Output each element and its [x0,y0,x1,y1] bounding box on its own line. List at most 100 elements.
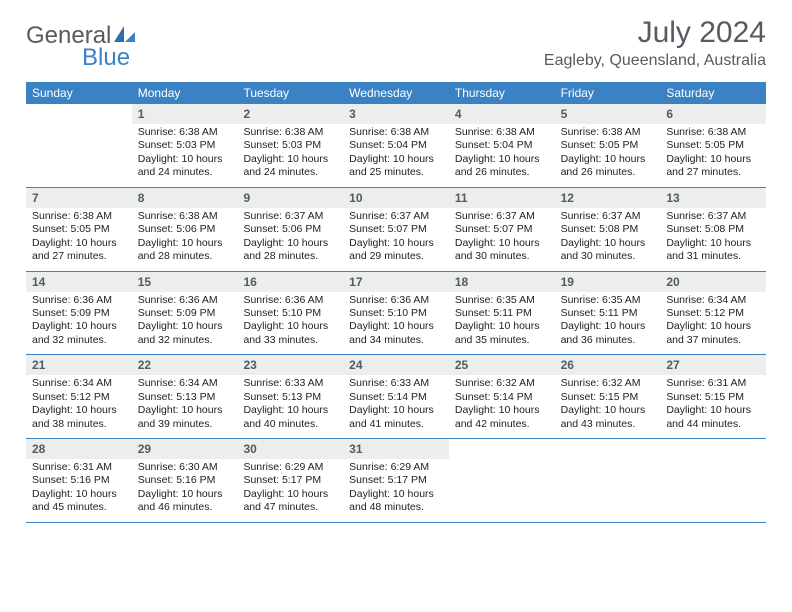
day-cell: 31Sunrise: 6:29 AMSunset: 5:17 PMDayligh… [343,439,449,522]
day-number: 16 [237,272,343,292]
day-number [555,439,661,458]
day-number: 2 [237,104,343,124]
day-details: Sunrise: 6:36 AMSunset: 5:09 PMDaylight:… [26,292,132,355]
day-cell: 15Sunrise: 6:36 AMSunset: 5:09 PMDayligh… [132,272,238,355]
sunset-line: Sunset: 5:12 PM [666,307,760,320]
sunrise-line: Sunrise: 6:36 AM [32,294,126,307]
daylight-line: Daylight: 10 hours and 34 minutes. [349,320,443,347]
day-cell: 28Sunrise: 6:31 AMSunset: 5:16 PMDayligh… [26,439,132,522]
weekday-header-row: Sunday Monday Tuesday Wednesday Thursday… [26,82,766,104]
day-details: Sunrise: 6:33 AMSunset: 5:14 PMDaylight:… [343,375,449,438]
sunset-line: Sunset: 5:04 PM [455,139,549,152]
weekday-header: Wednesday [343,82,449,104]
weekday-header: Monday [132,82,238,104]
sunrise-line: Sunrise: 6:33 AM [243,377,337,390]
sunrise-line: Sunrise: 6:34 AM [666,294,760,307]
day-details: Sunrise: 6:35 AMSunset: 5:11 PMDaylight:… [449,292,555,355]
daylight-line: Daylight: 10 hours and 28 minutes. [243,237,337,264]
day-number: 7 [26,188,132,208]
sunrise-line: Sunrise: 6:35 AM [561,294,655,307]
sunset-line: Sunset: 5:17 PM [349,474,443,487]
day-number: 4 [449,104,555,124]
calendar-page: GeneralBlue July 2024 Eagleby, Queenslan… [0,0,792,612]
day-number: 30 [237,439,343,459]
sunset-line: Sunset: 5:11 PM [561,307,655,320]
day-cell: 19Sunrise: 6:35 AMSunset: 5:11 PMDayligh… [555,272,661,355]
day-details: Sunrise: 6:34 AMSunset: 5:12 PMDaylight:… [26,375,132,438]
daylight-line: Daylight: 10 hours and 43 minutes. [561,404,655,431]
day-details: Sunrise: 6:31 AMSunset: 5:16 PMDaylight:… [26,459,132,522]
sunset-line: Sunset: 5:06 PM [138,223,232,236]
sunrise-line: Sunrise: 6:31 AM [32,461,126,474]
day-cell: 17Sunrise: 6:36 AMSunset: 5:10 PMDayligh… [343,272,449,355]
day-number: 28 [26,439,132,459]
day-details: Sunrise: 6:29 AMSunset: 5:17 PMDaylight:… [237,459,343,522]
day-cell: 20Sunrise: 6:34 AMSunset: 5:12 PMDayligh… [660,272,766,355]
day-number: 26 [555,355,661,375]
day-number: 27 [660,355,766,375]
day-number: 19 [555,272,661,292]
day-number: 13 [660,188,766,208]
sunset-line: Sunset: 5:16 PM [138,474,232,487]
sunrise-line: Sunrise: 6:38 AM [32,210,126,223]
day-cell [555,439,661,522]
daylight-line: Daylight: 10 hours and 25 minutes. [349,153,443,180]
sunrise-line: Sunrise: 6:38 AM [243,126,337,139]
page-header: GeneralBlue July 2024 Eagleby, Queenslan… [26,16,766,72]
sunrise-line: Sunrise: 6:36 AM [138,294,232,307]
day-details: Sunrise: 6:38 AMSunset: 5:04 PMDaylight:… [343,124,449,187]
day-cell: 16Sunrise: 6:36 AMSunset: 5:10 PMDayligh… [237,272,343,355]
daylight-line: Daylight: 10 hours and 33 minutes. [243,320,337,347]
daylight-line: Daylight: 10 hours and 26 minutes. [561,153,655,180]
logo-suffix: Blue [82,44,137,72]
sunset-line: Sunset: 5:13 PM [138,391,232,404]
day-number [26,104,132,123]
sunset-line: Sunset: 5:09 PM [32,307,126,320]
week-row: 28Sunrise: 6:31 AMSunset: 5:16 PMDayligh… [26,439,766,523]
week-row: 7Sunrise: 6:38 AMSunset: 5:05 PMDaylight… [26,188,766,272]
day-cell [449,439,555,522]
day-number: 20 [660,272,766,292]
day-details: Sunrise: 6:32 AMSunset: 5:15 PMDaylight:… [555,375,661,438]
sunrise-line: Sunrise: 6:32 AM [561,377,655,390]
daylight-line: Daylight: 10 hours and 46 minutes. [138,488,232,515]
daylight-line: Daylight: 10 hours and 28 minutes. [138,237,232,264]
daylight-line: Daylight: 10 hours and 32 minutes. [32,320,126,347]
day-details: Sunrise: 6:38 AMSunset: 5:04 PMDaylight:… [449,124,555,187]
day-details: Sunrise: 6:38 AMSunset: 5:05 PMDaylight:… [26,208,132,271]
day-cell: 18Sunrise: 6:35 AMSunset: 5:11 PMDayligh… [449,272,555,355]
day-cell: 30Sunrise: 6:29 AMSunset: 5:17 PMDayligh… [237,439,343,522]
day-cell: 12Sunrise: 6:37 AMSunset: 5:08 PMDayligh… [555,188,661,271]
day-cell: 21Sunrise: 6:34 AMSunset: 5:12 PMDayligh… [26,355,132,438]
sunrise-line: Sunrise: 6:37 AM [561,210,655,223]
daylight-line: Daylight: 10 hours and 35 minutes. [455,320,549,347]
day-details: Sunrise: 6:38 AMSunset: 5:05 PMDaylight:… [660,124,766,187]
day-number: 15 [132,272,238,292]
sunset-line: Sunset: 5:10 PM [349,307,443,320]
day-details: Sunrise: 6:31 AMSunset: 5:15 PMDaylight:… [660,375,766,438]
sunset-line: Sunset: 5:08 PM [666,223,760,236]
weekday-header: Thursday [449,82,555,104]
day-details: Sunrise: 6:35 AMSunset: 5:11 PMDaylight:… [555,292,661,355]
sunrise-line: Sunrise: 6:31 AM [666,377,760,390]
day-number: 23 [237,355,343,375]
day-details [660,458,766,518]
day-cell: 11Sunrise: 6:37 AMSunset: 5:07 PMDayligh… [449,188,555,271]
sunrise-line: Sunrise: 6:37 AM [349,210,443,223]
sunset-line: Sunset: 5:09 PM [138,307,232,320]
day-cell: 7Sunrise: 6:38 AMSunset: 5:05 PMDaylight… [26,188,132,271]
sunset-line: Sunset: 5:07 PM [349,223,443,236]
sunrise-line: Sunrise: 6:38 AM [666,126,760,139]
sunset-line: Sunset: 5:11 PM [455,307,549,320]
day-number: 11 [449,188,555,208]
sunset-line: Sunset: 5:10 PM [243,307,337,320]
sunset-line: Sunset: 5:03 PM [138,139,232,152]
day-number: 6 [660,104,766,124]
day-details [449,458,555,518]
day-details: Sunrise: 6:37 AMSunset: 5:08 PMDaylight:… [555,208,661,271]
sunset-line: Sunset: 5:12 PM [32,391,126,404]
sunrise-line: Sunrise: 6:38 AM [455,126,549,139]
sunset-line: Sunset: 5:15 PM [666,391,760,404]
sunset-line: Sunset: 5:05 PM [561,139,655,152]
month-title: July 2024 [544,16,766,50]
